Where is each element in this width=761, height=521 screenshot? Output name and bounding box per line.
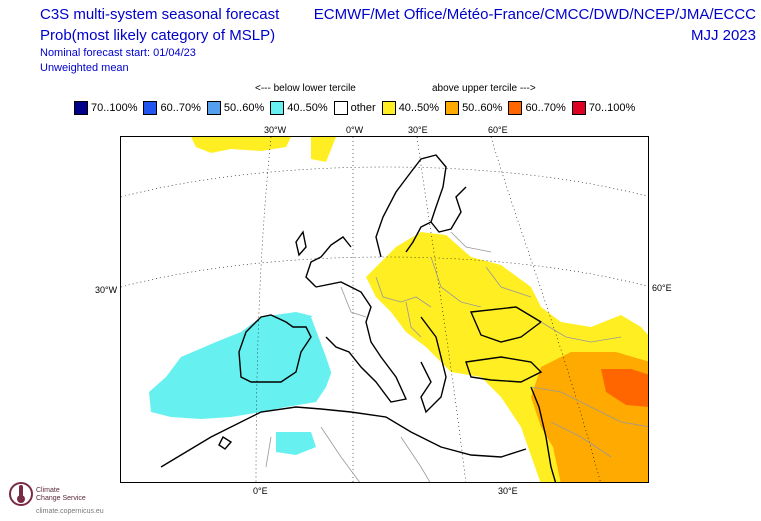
legend-label: 60..70% — [160, 102, 201, 114]
legend-swatch — [381, 101, 396, 115]
legend-label: 60..70% — [525, 102, 566, 114]
forecast-start: Nominal forecast start: 01/04/23 — [40, 47, 196, 59]
legend-item: 40..50% — [270, 101, 328, 115]
title-line1: C3S multi-system seasonal forecast — [40, 6, 280, 23]
legend-swatch — [445, 101, 460, 115]
copernicus-logo: Climate Change Service climate.copernicu… — [6, 477, 136, 519]
legend-item: 50..60% — [206, 101, 265, 115]
legend-swatch — [206, 101, 221, 115]
right-axis-label: 60°E — [652, 283, 672, 293]
legend-label: other — [350, 102, 376, 114]
legend-label: 70..100% — [588, 102, 636, 114]
legend-swatch — [74, 101, 88, 115]
title-line2: Prob(most likely category of MSLP) — [40, 27, 276, 44]
legend-item: 70..100% — [571, 101, 636, 115]
logo-url: climate.copernicus.eu — [36, 508, 104, 515]
legend-below-label: <--- below lower tercile — [255, 83, 356, 94]
legend-item: 60..70% — [508, 101, 566, 115]
legend-label: 70..100% — [91, 102, 138, 114]
legend-above-label: above upper tercile ---> — [432, 83, 536, 94]
legend-swatch — [333, 101, 348, 115]
bottom-axis-label-0e: 0°E — [253, 486, 268, 496]
legend-item: 40..50% — [381, 101, 440, 115]
legend-label: 40..50% — [398, 102, 440, 114]
dark-orange-probability-area — [601, 369, 648, 407]
legend-label: 40..50% — [287, 102, 328, 114]
logo-line1: Climate — [36, 487, 60, 494]
bottom-axis-label-30e: 30°E — [498, 486, 518, 496]
season-label: MJJ 2023 — [690, 27, 756, 44]
cyan-probability-area — [276, 432, 316, 455]
graticule — [121, 137, 648, 482]
top-axis-label-60e: 60°E — [488, 125, 508, 135]
left-axis-label: 30°W — [95, 285, 118, 295]
cyan-probability-area — [149, 312, 339, 419]
yellow-probability-area — [191, 137, 291, 153]
coastlines — [160, 154, 557, 482]
borders — [265, 231, 648, 482]
weighting-label: Unweighted mean — [40, 62, 129, 74]
top-axis-label-30e: 30°E — [408, 125, 428, 135]
logo-line2: Change Service — [36, 495, 86, 502]
systems-list: ECMWF/Met Office/Météo-France/CMCC/DWD/N… — [313, 6, 756, 23]
legend-item: 50..60% — [445, 101, 502, 115]
legend-item: 70..100% — [74, 101, 137, 115]
yellow-probability-area — [311, 137, 336, 162]
top-axis-label-30w: 30°W — [264, 125, 287, 135]
legend-label: 50..60% — [223, 102, 265, 114]
legend-swatch — [143, 101, 158, 115]
legend-item: 60..70% — [143, 101, 201, 115]
legend-swatch — [508, 101, 523, 115]
other-category-area — [311, 297, 441, 412]
forecast-map — [120, 136, 649, 483]
legend-item: other — [333, 101, 376, 115]
thermometer-icon — [9, 482, 33, 506]
top-axis-label-0w: 0°W — [346, 125, 364, 135]
legend: 70..100% 60..70% 50..60% 40..50% other 4… — [74, 100, 641, 116]
legend-swatch — [270, 101, 285, 115]
legend-label: 50..60% — [462, 102, 503, 114]
legend-swatch — [571, 101, 586, 115]
